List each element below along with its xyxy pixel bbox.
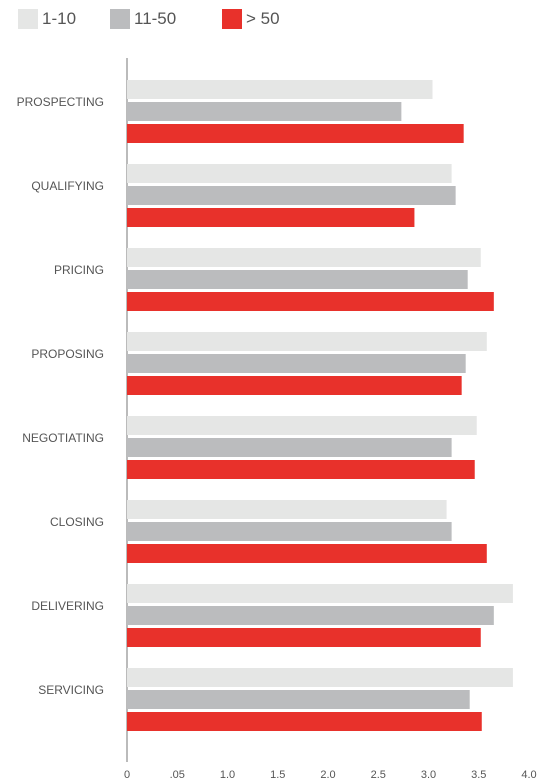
category-label: DELIVERING [31, 599, 104, 613]
legend-label: 11-50 [134, 9, 177, 28]
bar [127, 668, 513, 687]
legend-item: 1-10 [18, 8, 76, 30]
bar [127, 690, 470, 709]
bar [127, 460, 475, 479]
x-tick-label: 1.0 [220, 769, 235, 781]
x-tick-label: 4.0 [521, 769, 536, 781]
x-tick-label: 3.0 [421, 769, 436, 781]
bar [127, 80, 433, 99]
bar [127, 208, 415, 227]
bar [127, 712, 482, 731]
bar [127, 332, 487, 351]
bar [127, 438, 452, 457]
bar [127, 292, 494, 311]
legend: 1-10 11-50 > 50 [0, 0, 551, 40]
bar [127, 606, 494, 625]
bar [127, 164, 452, 183]
category-label: PROPOSING [31, 347, 104, 361]
bar [127, 270, 468, 289]
bar [127, 124, 464, 143]
x-tick-label: 1.5 [270, 769, 285, 781]
x-tick-label: 2.5 [371, 769, 386, 781]
x-tick-label: 3.5 [471, 769, 486, 781]
bar [127, 376, 462, 395]
category-label: NEGOTIATING [22, 431, 104, 445]
category-label: SERVICING [38, 683, 104, 697]
legend-swatch [110, 9, 130, 29]
category-label: PROSPECTING [17, 95, 104, 109]
legend-swatch [18, 9, 38, 29]
bar [127, 186, 456, 205]
bar [127, 102, 402, 121]
category-label: QUALIFYING [31, 179, 104, 193]
legend-item: > 50 [222, 8, 280, 30]
bar [127, 584, 513, 603]
x-tick-label: .05 [170, 769, 185, 781]
legend-item: 11-50 [110, 8, 176, 30]
bar [127, 248, 481, 267]
legend-label: 1-10 [42, 9, 77, 28]
category-label: PRICING [54, 263, 104, 277]
legend-swatch [222, 9, 242, 29]
bar [127, 416, 477, 435]
x-tick-label: 0 [124, 769, 130, 781]
bar [127, 628, 481, 647]
category-label: CLOSING [50, 515, 104, 529]
bar [127, 354, 466, 373]
bar [127, 544, 487, 563]
x-tick-label: 2.0 [320, 769, 335, 781]
bar [127, 500, 447, 519]
legend-label: > 50 [246, 9, 280, 28]
bar [127, 522, 452, 541]
